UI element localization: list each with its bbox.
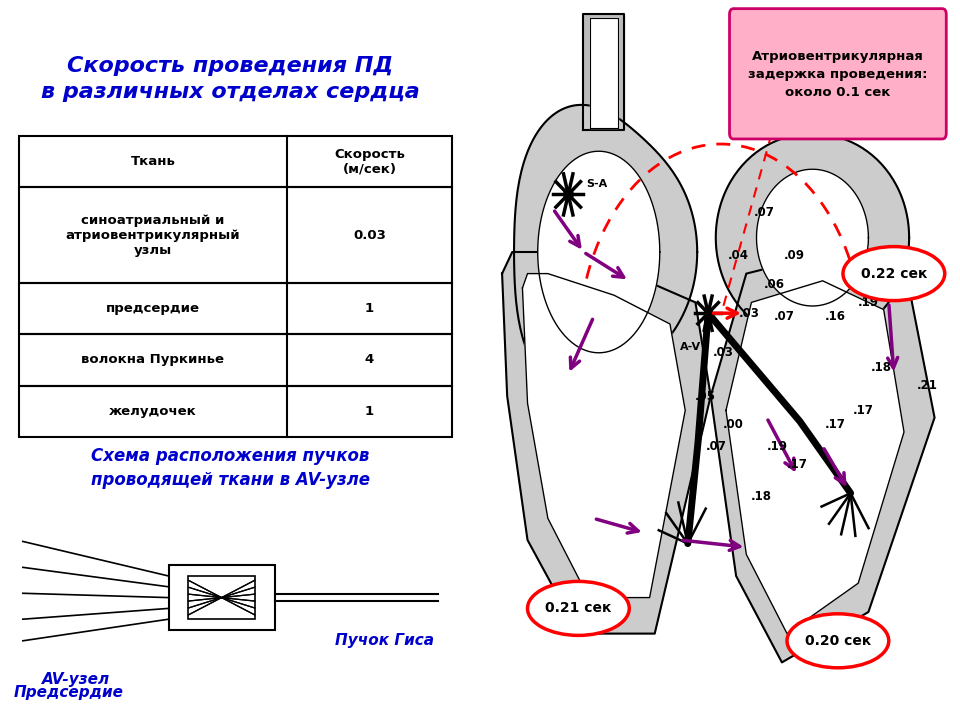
- Text: желудочек: желудочек: [109, 405, 197, 418]
- Text: Атриовентрикулярная
задержка проведения:
около 0.1 сек: Атриовентрикулярная задержка проведения:…: [748, 50, 927, 99]
- Text: .05: .05: [695, 390, 716, 402]
- Text: Пучок Гиса: Пучок Гиса: [335, 634, 435, 648]
- Text: 0.20 сек: 0.20 сек: [804, 634, 871, 648]
- Text: .18: .18: [871, 361, 892, 374]
- Polygon shape: [716, 134, 909, 341]
- Text: .00: .00: [723, 418, 744, 431]
- Ellipse shape: [528, 582, 630, 635]
- Text: A-V: A-V: [680, 342, 701, 352]
- Polygon shape: [726, 281, 904, 634]
- Text: Предсердие: Предсердие: [14, 685, 124, 700]
- Text: .17: .17: [852, 404, 874, 417]
- Polygon shape: [710, 252, 934, 662]
- Text: .04: .04: [729, 249, 749, 262]
- Polygon shape: [589, 18, 618, 128]
- Text: .09: .09: [784, 249, 805, 262]
- Text: .16: .16: [825, 310, 846, 323]
- Text: .03: .03: [713, 346, 733, 359]
- Polygon shape: [522, 274, 685, 598]
- Text: AV-узел: AV-узел: [42, 672, 109, 687]
- Text: S-A: S-A: [586, 179, 608, 189]
- Bar: [169, 565, 275, 630]
- Text: .21: .21: [917, 379, 937, 392]
- Text: .03: .03: [738, 307, 759, 320]
- Text: Скорость проведения ПД
в различных отделах сердца: Скорость проведения ПД в различных отдел…: [41, 56, 420, 102]
- Text: .17: .17: [825, 418, 846, 431]
- Text: Схема расположения пучков
проводящей ткани в AV-узле: Схема расположения пучков проводящей тка…: [91, 447, 370, 489]
- Text: 0.22 сек: 0.22 сек: [861, 266, 927, 281]
- Text: волокна Пуркинье: волокна Пуркинье: [82, 354, 225, 366]
- Text: .17: .17: [787, 458, 807, 471]
- FancyBboxPatch shape: [730, 9, 947, 139]
- Text: 0.03: 0.03: [353, 228, 386, 241]
- Text: .06: .06: [764, 278, 784, 291]
- Text: .18: .18: [751, 490, 772, 503]
- Text: .07: .07: [754, 206, 775, 219]
- Polygon shape: [756, 169, 869, 306]
- Text: .07: .07: [706, 440, 726, 453]
- Text: Ткань: Ткань: [131, 155, 176, 168]
- Text: 0.21 сек: 0.21 сек: [545, 601, 612, 616]
- Polygon shape: [584, 14, 624, 130]
- Ellipse shape: [843, 246, 945, 301]
- Text: Скорость
(м/сек): Скорость (м/сек): [334, 148, 405, 176]
- Ellipse shape: [787, 613, 889, 668]
- Text: предсердие: предсердие: [106, 302, 200, 315]
- Text: .07: .07: [774, 310, 795, 323]
- Text: 1: 1: [365, 302, 374, 315]
- Polygon shape: [514, 105, 697, 399]
- Text: 4: 4: [365, 354, 374, 366]
- Text: .19: .19: [858, 296, 879, 309]
- Text: синоатриальный и
атриовентрикулярный
узлы: синоатриальный и атриовентрикулярный узл…: [65, 214, 240, 256]
- Text: .19: .19: [766, 440, 787, 453]
- Text: 1: 1: [365, 405, 374, 418]
- Polygon shape: [502, 252, 710, 634]
- Bar: [188, 576, 254, 619]
- Polygon shape: [538, 151, 660, 353]
